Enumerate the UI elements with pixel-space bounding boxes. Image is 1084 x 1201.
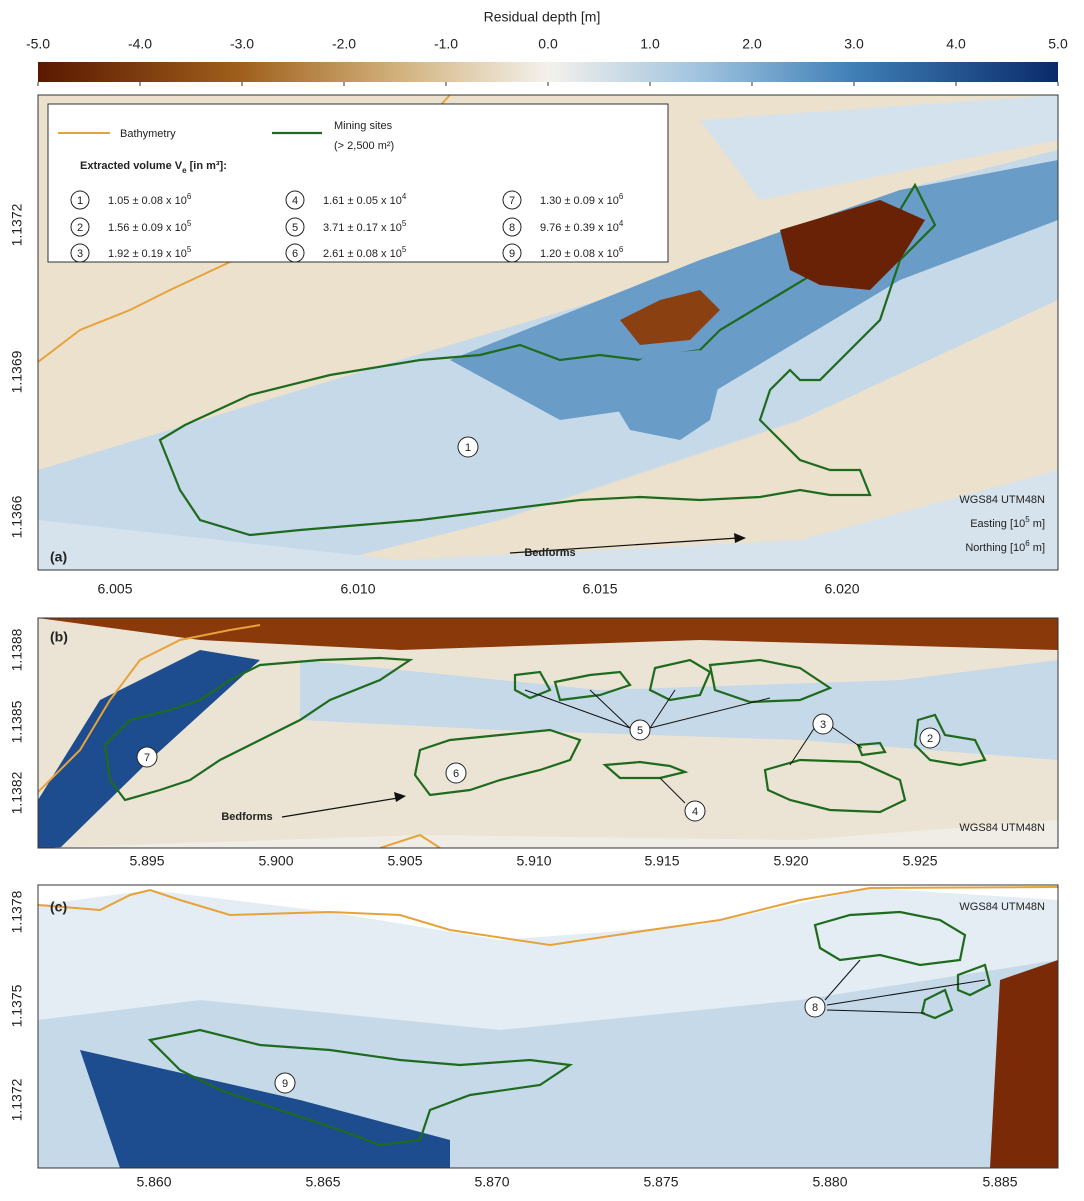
site-id: 6 (453, 768, 459, 780)
colorbar-tick-label: 0.0 (538, 36, 558, 52)
y-tick-label: 1.1372 (9, 1078, 25, 1121)
colorbar-tick-label: 1.0 (640, 36, 660, 52)
x-tick-label: 5.865 (305, 1174, 340, 1190)
x-tick-label: 5.925 (902, 853, 937, 869)
annotation: Bedforms (221, 811, 272, 823)
map-b (38, 618, 1058, 848)
legend-label: (> 2,500 m²) (334, 140, 394, 152)
site-id: 7 (144, 752, 150, 764)
text-part: 1.61 ± 0.05 x 10 (323, 195, 402, 207)
text-part: 1.56 ± 0.09 x 10 (108, 222, 187, 234)
text-part: 6 (619, 245, 624, 254)
text-part: m] (1030, 518, 1045, 530)
x-tick-label: 6.020 (824, 581, 859, 597)
text-part: [in m³]: (187, 160, 227, 172)
x-tick-label: 6.015 (582, 581, 617, 597)
text-part: Northing [10 (965, 542, 1025, 554)
colorbar-tick-label: -5.0 (26, 36, 50, 52)
legend-id: 9 (509, 248, 515, 260)
colorbar-tick-label: -4.0 (128, 36, 152, 52)
colorbar-tick-label: -2.0 (332, 36, 356, 52)
colorbar-tick-label: 3.0 (844, 36, 864, 52)
text-part: 6 (187, 192, 192, 201)
x-tick-label: 5.860 (136, 1174, 171, 1190)
y-tick-label: 1.1369 (9, 350, 25, 393)
text-part: 5 (402, 245, 407, 254)
panel-label: (c) (50, 899, 67, 915)
crs-label: WGS84 UTM48N (959, 901, 1045, 913)
figure: Residual depth [m] -5.0 -4.0 -3.0 -2.0 -1.0 0.… (0, 0, 1084, 1196)
y-tick-label: 1.1382 (9, 771, 25, 814)
x-tick-label: 5.915 (644, 853, 679, 869)
legend-label: Mining sites (334, 120, 393, 132)
text-part: 6 (619, 192, 624, 201)
x-tick-label: 5.880 (812, 1174, 847, 1190)
x-tick-label: 5.875 (643, 1174, 678, 1190)
y-tick-label: 1.1366 (9, 495, 25, 538)
x-tick-label: 6.005 (97, 581, 132, 597)
site-id: 9 (282, 1078, 288, 1090)
text-part: m] (1030, 542, 1045, 554)
x-tick-label: 5.885 (982, 1174, 1017, 1190)
legend-id: 4 (292, 195, 298, 207)
text-part: 5 (187, 219, 192, 228)
colorbar-tick-label: -1.0 (434, 36, 458, 52)
colorbar-tick-label: -3.0 (230, 36, 254, 52)
y-tick-label: 1.1375 (9, 984, 25, 1027)
legend-id: 5 (292, 222, 298, 234)
text-part: 1.30 ± 0.09 x 10 (540, 195, 619, 207)
text-part: 1.05 ± 0.08 x 10 (108, 195, 187, 207)
legend-id: 3 (77, 248, 83, 260)
legend-id: 6 (292, 248, 298, 260)
y-tick-label: 1.1385 (9, 700, 25, 743)
panel-label: (a) (50, 549, 67, 565)
text-part: 5 (402, 219, 407, 228)
colorbar-tick-label: 2.0 (742, 36, 762, 52)
site-id: 1 (465, 442, 471, 454)
legend-id: 7 (509, 195, 515, 207)
site-id: 3 (820, 719, 826, 731)
crs-label: WGS84 UTM48N (959, 494, 1045, 506)
site-id: 5 (637, 725, 643, 737)
text-part: 4 (402, 192, 407, 201)
colorbar-tick-label: 5.0 (1048, 36, 1068, 52)
text-part: Extracted volume V (80, 160, 183, 172)
x-tick-label: 5.900 (258, 853, 293, 869)
y-tick-label: 1.1378 (9, 890, 25, 933)
x-tick-label: 5.905 (387, 853, 422, 869)
annotation: Bedforms (524, 547, 575, 559)
site-id: 8 (812, 1002, 818, 1014)
text-part: 9.76 ± 0.39 x 10 (540, 222, 619, 234)
x-tick-label: 6.010 (340, 581, 375, 597)
legend-id: 8 (509, 222, 515, 234)
crs-label: WGS84 UTM48N (959, 822, 1045, 834)
y-tick-label: 1.1388 (9, 628, 25, 671)
text-part: 4 (619, 219, 624, 228)
text-part: 2.61 ± 0.08 x 10 (323, 248, 402, 260)
map-c (38, 885, 1058, 1168)
colorbar-tick-label: 4.0 (946, 36, 966, 52)
colorbar-title: Residual depth [m] (484, 9, 601, 25)
text-part: 1.92 ± 0.19 x 10 (108, 248, 187, 260)
site-id: 4 (692, 806, 698, 818)
x-tick-label: 5.895 (129, 853, 164, 869)
text-part: 3.71 ± 0.17 x 10 (323, 222, 402, 234)
text-part: 1.20 ± 0.08 x 10 (540, 248, 619, 260)
site-id: 2 (927, 733, 933, 745)
legend-id: 2 (77, 222, 83, 234)
text-part: Easting [10 (970, 518, 1025, 530)
colorbar (38, 62, 1058, 82)
legend-label: Bathymetry (120, 128, 176, 140)
panel-label: (b) (50, 629, 68, 645)
x-tick-label: 5.920 (773, 853, 808, 869)
text-part: 5 (187, 245, 192, 254)
y-tick-label: 1.1372 (9, 203, 25, 246)
legend-id: 1 (77, 195, 83, 207)
x-tick-label: 5.870 (474, 1174, 509, 1190)
x-tick-label: 5.910 (516, 853, 551, 869)
